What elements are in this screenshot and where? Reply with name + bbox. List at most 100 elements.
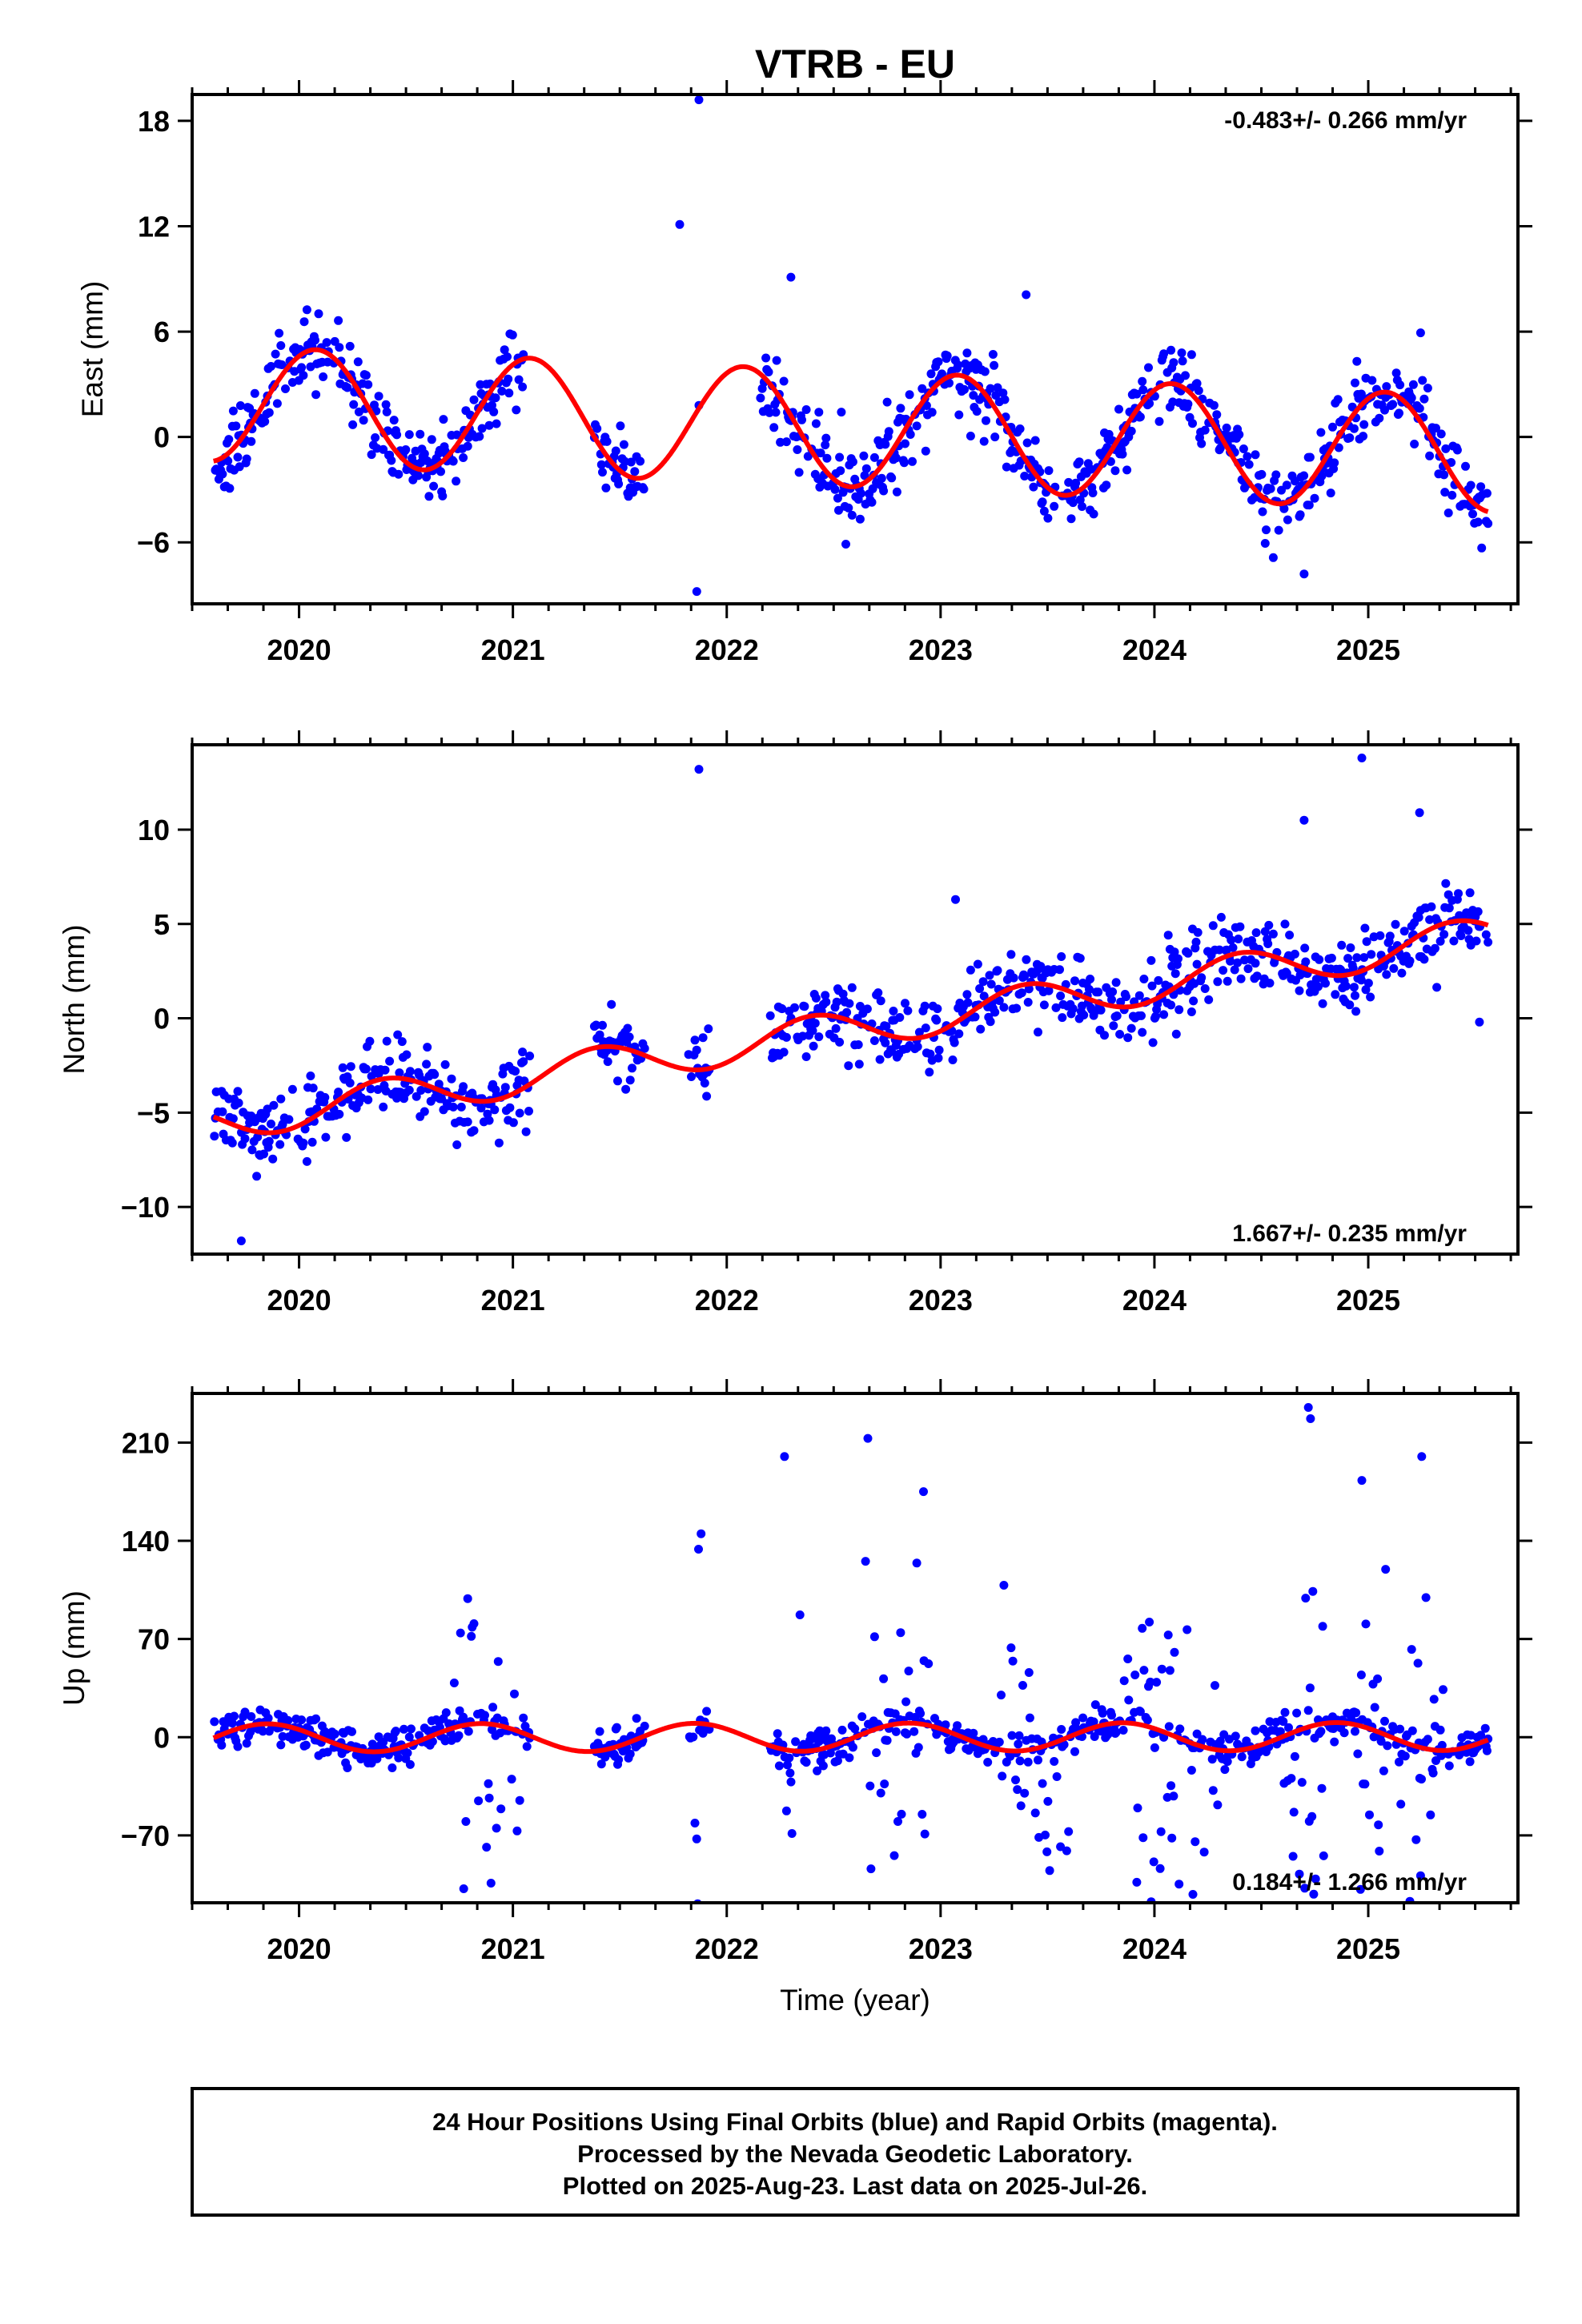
data-point	[1168, 397, 1178, 407]
data-point	[514, 375, 524, 384]
data-point	[1138, 1623, 1147, 1633]
data-point	[518, 1047, 528, 1057]
data-point	[867, 497, 877, 507]
data-point	[1119, 1676, 1129, 1686]
data-point	[508, 330, 517, 340]
data-point	[1213, 1800, 1223, 1810]
data-point	[837, 408, 846, 417]
data-point	[1011, 1775, 1020, 1785]
data-point	[899, 458, 909, 468]
data-point	[1240, 955, 1249, 965]
data-point	[1212, 410, 1222, 420]
data-point	[1391, 368, 1401, 378]
data-point	[1316, 428, 1326, 437]
data-point	[771, 408, 781, 417]
data-point	[893, 1817, 902, 1826]
data-point	[921, 446, 930, 456]
data-point	[793, 445, 802, 454]
data-point	[848, 457, 857, 467]
data-point	[1006, 1643, 1016, 1653]
data-point	[1227, 935, 1236, 945]
data-point	[338, 1063, 347, 1072]
data-point	[224, 435, 234, 444]
data-point	[452, 1140, 462, 1149]
data-point	[1138, 1833, 1148, 1843]
data-point	[1300, 1884, 1310, 1893]
north-x-tick-label: 2021	[481, 1284, 545, 1317]
data-point	[1397, 968, 1407, 978]
data-point	[1124, 1695, 1134, 1705]
data-point	[299, 371, 308, 380]
north-frame	[191, 743, 1520, 1256]
north-y-axis-label: North (mm)	[58, 924, 90, 1074]
outlier-point	[1306, 1414, 1315, 1423]
data-point	[342, 1132, 351, 1142]
data-point	[1380, 1716, 1389, 1726]
data-point	[1352, 356, 1362, 366]
data-point	[774, 1761, 784, 1771]
data-point	[311, 390, 321, 400]
data-point	[404, 430, 414, 440]
data-point	[932, 1015, 942, 1025]
data-point	[1226, 956, 1235, 966]
data-point	[790, 1003, 799, 1012]
data-point	[1079, 1011, 1089, 1019]
data-point	[1428, 1768, 1438, 1778]
data-point	[813, 1766, 822, 1775]
data-point	[1023, 1757, 1033, 1767]
data-point	[323, 1747, 332, 1757]
outlier-point	[697, 1529, 706, 1538]
data-point	[507, 1775, 516, 1784]
data-point	[1199, 1848, 1209, 1857]
data-point	[267, 1120, 275, 1128]
data-point	[962, 348, 972, 358]
outlier-point	[1299, 569, 1309, 579]
data-point	[1315, 955, 1324, 964]
data-point	[1399, 927, 1409, 936]
data-point	[1182, 1625, 1192, 1634]
outlier-point	[1357, 754, 1367, 762]
data-point	[825, 1748, 835, 1758]
data-point	[779, 376, 789, 386]
data-point	[233, 452, 243, 462]
data-point	[1379, 1766, 1388, 1775]
data-point	[1100, 1031, 1109, 1040]
data-point	[1362, 937, 1371, 947]
data-point	[1147, 981, 1157, 991]
data-point	[1050, 501, 1059, 511]
data-point	[1215, 444, 1225, 453]
data-point	[1170, 1647, 1179, 1657]
data-point	[785, 1768, 795, 1778]
data-point	[343, 1763, 352, 1772]
data-point	[1360, 923, 1370, 933]
data-point	[397, 1037, 407, 1047]
data-point	[1098, 1708, 1107, 1718]
data-point	[994, 1737, 1004, 1747]
data-point	[1023, 998, 1033, 1007]
data-point	[320, 1092, 330, 1102]
data-point	[1138, 1027, 1147, 1037]
data-point	[346, 1062, 355, 1072]
data-point	[475, 432, 484, 441]
data-point	[380, 1065, 390, 1075]
data-point	[926, 369, 936, 379]
data-point	[1251, 1726, 1260, 1735]
data-point	[1461, 461, 1470, 471]
data-point	[988, 350, 998, 359]
data-point	[459, 453, 468, 462]
data-point	[438, 491, 448, 501]
x-axis-label: Time (year)	[780, 1984, 930, 2016]
data-point	[260, 416, 270, 426]
data-point	[218, 1107, 227, 1116]
data-point	[253, 1132, 263, 1142]
data-point	[1441, 444, 1451, 453]
data-point	[515, 1795, 524, 1805]
data-point	[1300, 943, 1310, 953]
north-x-tick-label: 2025	[1336, 1284, 1400, 1317]
data-point	[1359, 432, 1368, 441]
data-point	[334, 316, 343, 325]
data-point	[1288, 1852, 1298, 1861]
data-point	[427, 435, 436, 444]
data-point	[423, 1043, 432, 1052]
data-point	[844, 503, 853, 513]
